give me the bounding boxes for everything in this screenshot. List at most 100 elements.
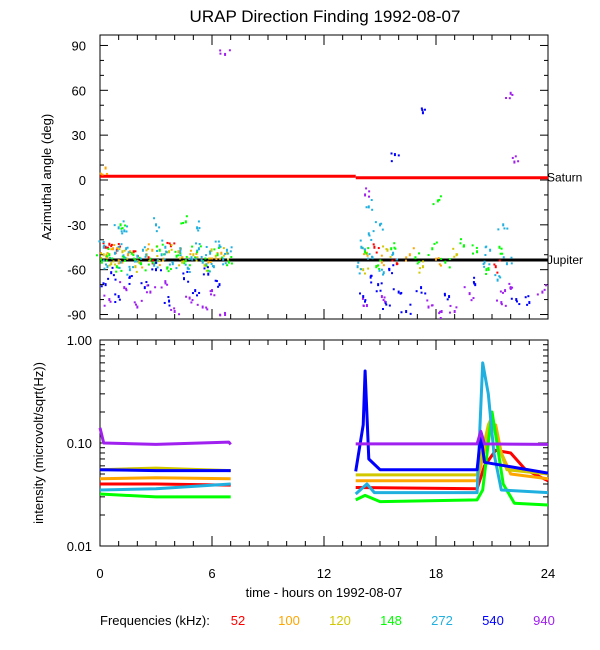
intensity-series-272khz [354,361,549,496]
azimuth-point-940khz [211,289,213,293]
azimuth-point-148khz [123,259,126,262]
azimuth-point-940khz [365,187,368,190]
azimuth-point-272khz [120,230,123,233]
azimuth-point-148khz [499,252,502,255]
azimuth-point-540khz [114,301,117,304]
azimuth-point-940khz [368,195,371,198]
azimuth-point-148khz [459,238,462,241]
azimuth-point-148khz [183,262,186,265]
azimuth-point-540khz [155,261,158,264]
azimuth-point-148khz [185,215,188,218]
azimuth-point-148khz [182,221,185,224]
azimuth-point-540khz [167,296,170,299]
azimuth-point-120khz [422,260,425,263]
azimuth-point-120khz [148,259,151,262]
azimuth-point-272khz [505,262,508,266]
azimuth-point-940khz [361,297,364,300]
azimuth-point-148khz [448,266,451,269]
azimuth-point-272khz [123,229,126,233]
legend-entry-940: 940 [533,613,555,628]
azimuth-point-540khz [194,289,197,293]
azimuth-point-148khz [174,250,177,253]
azimuth-point-540khz [409,312,412,315]
azimuth-point-100khz [189,253,192,256]
azimuth-point-100khz [147,243,150,246]
azimuth-point-272khz [156,266,159,269]
azimuth-point-540khz [515,300,518,303]
azimuth-point-272khz [171,261,174,264]
azimuth-point-272khz [190,256,193,260]
azimuth-point-120khz [225,251,228,255]
azimuth-point-940khz [383,296,386,299]
azimuth-point-148khz [105,259,108,262]
azimuth-point-272khz [98,240,101,243]
azimuth-y-tick-label: 30 [72,128,86,143]
azimuth-point-540khz [448,295,451,299]
azimuth-point-272khz [161,239,164,242]
azimuth-point-940khz [136,305,139,309]
azimuth-point-52khz [493,263,496,266]
azimuth-point-272khz [230,246,233,249]
azimuth-point-540khz [405,310,408,314]
azimuth-point-272khz [125,230,128,233]
azimuth-point-940khz [427,305,430,309]
azimuth-point-120khz [168,250,171,254]
azimuth-point-120khz [102,253,105,257]
azimuth-point-940khz [508,282,511,285]
azimuth-point-540khz [409,303,412,306]
azimuth-point-148khz [393,242,396,245]
azimuth-point-272khz [102,245,105,249]
azimuth-point-272khz [372,230,375,233]
azimuth-point-540khz [390,160,393,163]
azimuth-y-tick-label: -30 [67,218,86,233]
azimuth-point-148khz [487,267,490,270]
azimuth-point-272khz [132,266,135,269]
azimuth-point-148khz [161,243,164,246]
azimuth-point-940khz [103,304,106,307]
azimuth-point-940khz [125,287,128,290]
intensity-series-120khz [355,415,549,477]
legend-entry-540: 540 [482,613,504,628]
azimuth-point-272khz [359,239,362,242]
azimuth-point-100khz [116,247,119,250]
azimuth-point-148khz [138,256,141,259]
azimuth-point-272khz [187,267,190,270]
azimuth-point-148khz [134,259,137,262]
azimuth-point-540khz [415,290,418,293]
azimuth-point-272khz [356,265,359,269]
azimuth-point-272khz [145,253,148,256]
azimuth-point-272khz [370,255,373,258]
azimuth-point-272khz [136,254,139,258]
azimuth-point-940khz [133,301,136,304]
azimuth-point-540khz [380,282,383,285]
azimuth-point-120khz [182,260,185,263]
azimuth-point-272khz [208,270,211,273]
azimuth-point-272khz [208,250,211,253]
azimuth-point-100khz [110,248,113,251]
azimuth-point-940khz [173,307,176,310]
azimuth-point-272khz [156,249,159,252]
azimuth-point-52khz [168,242,171,245]
azimuth-point-272khz [191,258,194,261]
azimuth-point-940khz [509,287,512,290]
azimuth-point-100khz [408,253,411,257]
azimuth-point-148khz [475,246,478,249]
azimuth-point-148khz [139,262,142,265]
azimuth-point-100khz [99,172,102,175]
azimuth-point-540khz [196,294,199,297]
azimuth-point-540khz [370,281,373,284]
azimuth-point-148khz [230,255,233,258]
azimuth-point-540khz [424,292,427,295]
azimuth-point-100khz [437,257,440,260]
azimuth-point-940khz [504,289,507,293]
azimuth-point-52khz [166,241,169,244]
azimuth-point-148khz [207,269,210,272]
azimuth-point-272khz [510,262,513,265]
azimuth-point-148khz [414,256,417,260]
azimuth-point-940khz [149,290,152,294]
azimuth-point-272khz [179,254,182,257]
azimuth-point-540khz [214,279,217,282]
azimuth-point-100khz [195,252,198,255]
azimuth-point-52khz [132,250,135,254]
azimuth-point-940khz [468,292,471,296]
